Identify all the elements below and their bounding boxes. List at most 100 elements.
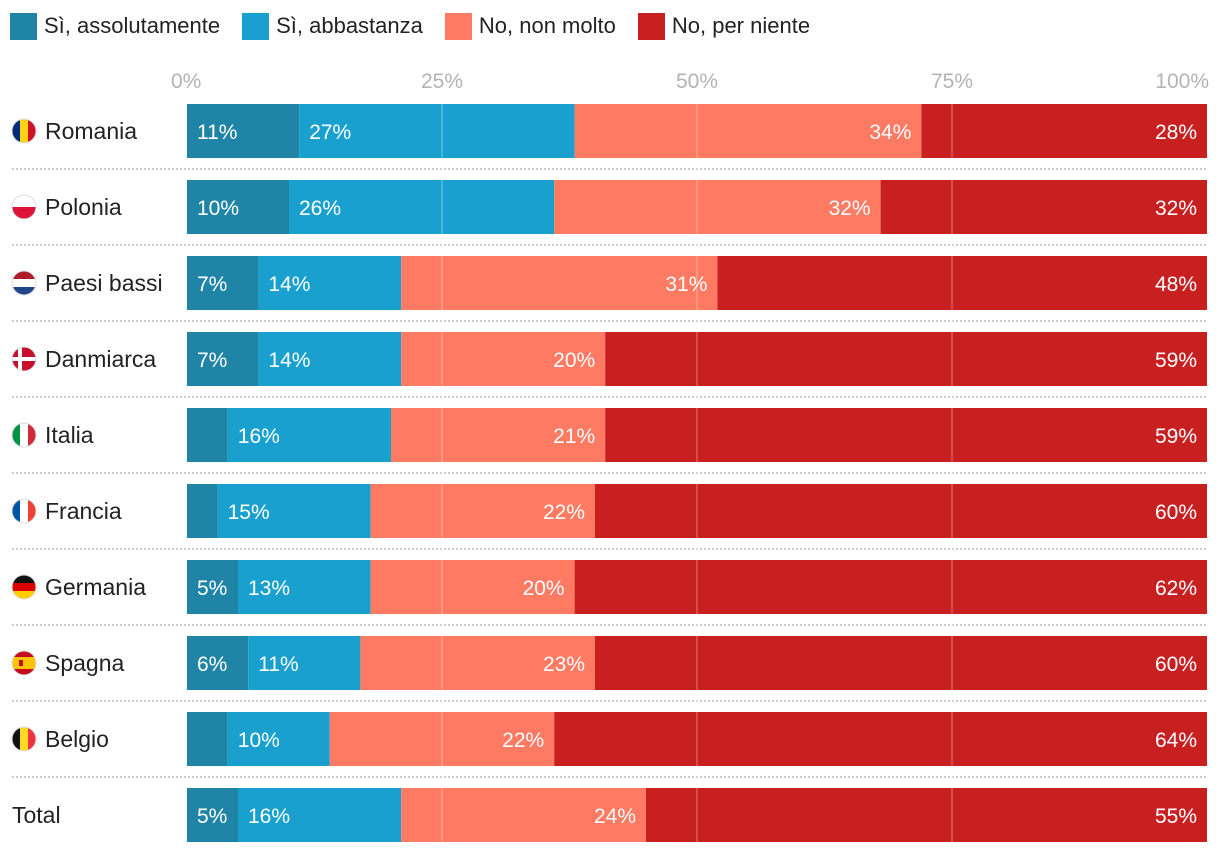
bar-segment [401, 256, 718, 310]
legend-swatch [444, 12, 472, 40]
bar-segment [238, 788, 402, 842]
x-tick-label: 75% [931, 70, 973, 93]
data-label: 60% [1155, 653, 1197, 676]
row-label: Spagna [45, 650, 125, 676]
row-label: Total [12, 802, 61, 828]
data-label: 6% [197, 653, 227, 676]
data-label: 32% [1155, 197, 1197, 220]
netherlands-flag-icon [11, 270, 37, 296]
data-label: 14% [268, 349, 310, 372]
data-label: 22% [502, 729, 544, 752]
bar-segment [187, 484, 218, 538]
legend: Sì, assolutamente Sì, abbastanza No, non m… [10, 11, 832, 41]
bar-segment [717, 256, 1207, 310]
legend-label: Sì, abbastanza [276, 13, 423, 38]
data-label: 14% [268, 273, 310, 296]
bar-segment [187, 332, 259, 386]
data-label: 22% [543, 501, 585, 524]
data-label: 13% [248, 577, 290, 600]
data-label: 16% [238, 425, 280, 448]
bar-segment [258, 256, 402, 310]
bar-segment [605, 332, 1207, 386]
legend-item: Sì, abbastanza [242, 12, 423, 40]
bar-segment [227, 712, 330, 766]
bar-segment [370, 484, 595, 538]
legend-item: No, non molto [444, 12, 616, 40]
bar-segment [258, 332, 402, 386]
legend-label: No, non molto [478, 13, 616, 38]
bar-segment [921, 104, 1207, 158]
denmark-flag-icon [11, 346, 37, 372]
bar-segment [227, 408, 391, 462]
bar-segment [329, 712, 555, 766]
row-label: Danmiarca [45, 346, 156, 372]
bar-segment [401, 332, 606, 386]
bar-segment [289, 180, 555, 234]
data-label: 20% [553, 349, 595, 372]
data-label: 59% [1155, 349, 1197, 372]
data-label: 10% [238, 729, 280, 752]
data-label: 55% [1155, 805, 1197, 828]
data-label: 7% [197, 349, 227, 372]
bar-segment [187, 104, 300, 158]
bar-segment [187, 788, 238, 842]
bar-segment [574, 104, 922, 158]
data-label: 21% [553, 425, 595, 448]
data-label: 59% [1155, 425, 1197, 448]
belgium-flag-icon [11, 726, 37, 752]
row-label: Francia [45, 498, 122, 524]
data-label: 26% [299, 197, 341, 220]
data-label: 23% [543, 653, 585, 676]
row-label: Italia [45, 422, 94, 448]
bar-segment [646, 788, 1207, 842]
row-label: Germania [45, 574, 146, 600]
x-tick-label: 50% [676, 70, 718, 93]
data-label: 11% [197, 121, 237, 144]
data-label: 48% [1155, 273, 1197, 296]
legend-swatch [10, 12, 37, 40]
row-label: Paesi bassi [45, 270, 163, 296]
france-flag-icon [11, 498, 37, 524]
spain-flag-icon [11, 650, 37, 676]
bar-segment [391, 408, 606, 462]
data-label: 10% [197, 197, 239, 220]
data-label: 60% [1155, 501, 1197, 524]
bar-segment [187, 256, 259, 310]
data-label: 32% [829, 197, 871, 220]
data-label: 31% [665, 273, 707, 296]
data-label: 16% [248, 805, 290, 828]
bar-segment [187, 408, 228, 462]
bar-segment [401, 788, 646, 842]
data-label: 64% [1155, 729, 1197, 752]
legend-item: No, per niente [637, 12, 810, 40]
bar-segment [248, 636, 361, 690]
bar-segment [595, 636, 1207, 690]
germany-flag-icon [11, 574, 37, 600]
legend-item: Sì, assolutamente [10, 12, 220, 40]
bar-segment [880, 180, 1207, 234]
bar-segment [574, 560, 1207, 614]
bar-segment [217, 484, 371, 538]
data-label: 27% [309, 121, 351, 144]
poland-flag-icon [11, 194, 37, 220]
bar-segment [554, 180, 881, 234]
x-tick-label: 25% [421, 70, 463, 93]
data-label: 28% [1155, 121, 1197, 144]
x-tick-label: 100% [1155, 70, 1209, 93]
data-label: 5% [197, 805, 227, 828]
italy-flag-icon [11, 422, 37, 448]
legend-swatch [242, 12, 270, 40]
data-label: 62% [1155, 577, 1197, 600]
row-label: Polonia [45, 194, 122, 220]
data-label: 11% [258, 653, 298, 676]
row-label: Romania [45, 118, 137, 144]
bar-segment [370, 560, 575, 614]
data-label: 7% [197, 273, 227, 296]
bar-segment [554, 712, 1207, 766]
bar-segment [187, 636, 249, 690]
bar-segment [187, 560, 238, 614]
romania-flag-icon [11, 118, 37, 144]
data-label: 34% [869, 121, 911, 144]
bar-segment [299, 104, 575, 158]
bar-segment [595, 484, 1207, 538]
